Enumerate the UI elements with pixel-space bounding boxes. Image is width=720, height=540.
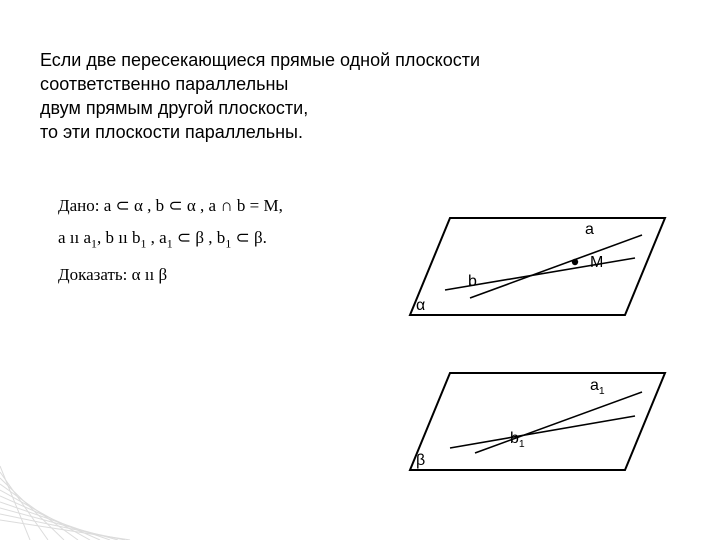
given-block: Дано: a ⊂ α , b ⊂ α , a ∩ b = M, a ıı a1… — [58, 195, 283, 296]
svg-text:b1: b1 — [510, 430, 525, 450]
geometry-diagram: α β a b a1 b1 M — [380, 200, 700, 490]
svg-text:M: M — [590, 254, 603, 271]
theorem-text: Если две пересекающиеся прямые одной пло… — [40, 48, 480, 144]
svg-text:a: a — [585, 221, 594, 238]
svg-text:α: α — [416, 297, 425, 314]
svg-text:β: β — [416, 452, 425, 469]
given-line-1: Дано: a ⊂ α , b ⊂ α , a ∩ b = M, — [58, 195, 283, 217]
svg-text:b: b — [468, 273, 477, 290]
given-line-2: a ıı a1, b ıı b1 , a1 ⊂ β , b1 ⊂ β. — [58, 227, 283, 254]
corner-fan-icon — [0, 460, 140, 540]
given-line-3: Доказать: α ıı β — [58, 264, 283, 286]
svg-text:a1: a1 — [590, 377, 605, 397]
